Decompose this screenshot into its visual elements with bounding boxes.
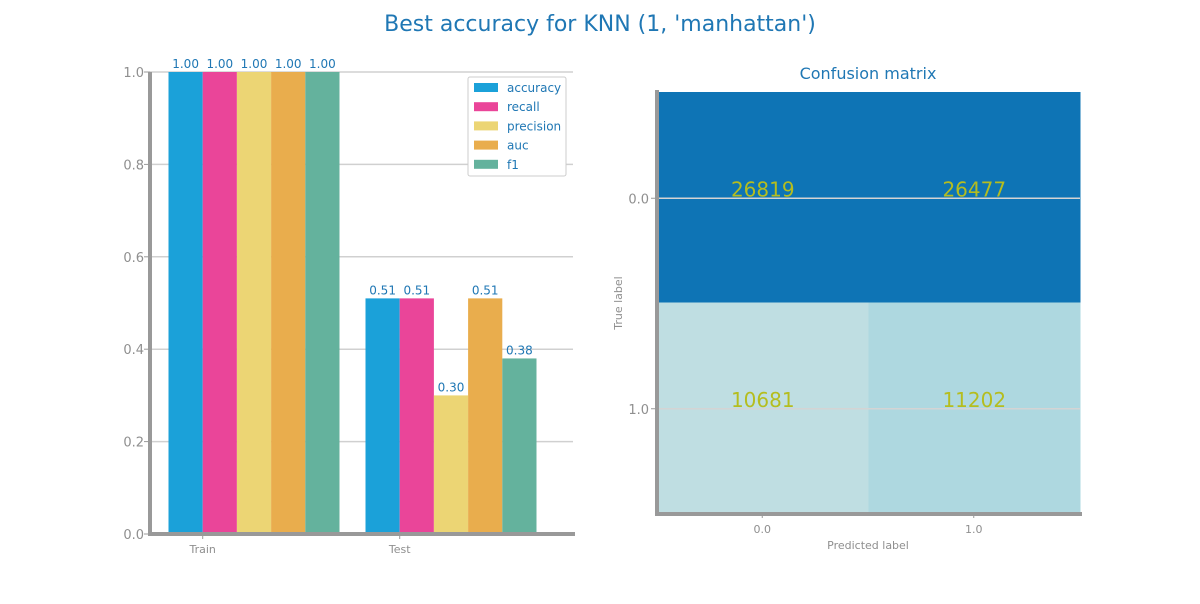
bar-x-tick-label: Train [188, 543, 215, 556]
legend-label-recall: recall [507, 100, 540, 114]
metrics-bar-chart: 0.0 0.2 0.4 0.6 0.8 1.0 1.00 1.00 1.00 1.00 1.00 0… [123, 57, 575, 556]
legend-label-precision: precision [507, 119, 561, 133]
bar-value-label: 1.00 [241, 57, 268, 71]
bar-recall-train [202, 72, 237, 534]
cm-cell-value: 26477 [942, 177, 1006, 201]
bar-y-tick-label: 0.6 [123, 251, 144, 266]
legend-swatch-precision [474, 121, 498, 131]
bar-value-label: 0.38 [506, 343, 533, 357]
legend-swatch-accuracy [474, 83, 498, 92]
confusion-matrix-ticks: 0.0 1.0 0.0 1.0 [628, 192, 982, 536]
bar-recall-test [399, 298, 434, 534]
cm-y-axis-label: True label [612, 276, 625, 330]
bar-value-label: 1.00 [172, 57, 199, 71]
bar-precision-test [433, 395, 469, 534]
bar-legend: accuracy recall precision auc f1 [467, 76, 567, 177]
confusion-matrix-gridlines [657, 197, 1080, 410]
cm-y-tick-label: 0.0 [628, 192, 649, 207]
legend-label-accuracy: accuracy [507, 81, 561, 95]
cm-cell-value: 26819 [731, 177, 795, 201]
cm-x-tick-label: 1.0 [965, 523, 983, 536]
bar-value-label: 1.00 [309, 57, 336, 71]
bar-x-tick-label: Test [388, 543, 411, 556]
legend-swatch-auc [474, 140, 498, 150]
bar-accuracy-test [365, 298, 400, 534]
bar-y-tick-label: 0.8 [123, 158, 144, 173]
bar-x-ticks: Train Test [188, 534, 411, 556]
bar-value-labels: 1.00 1.00 1.00 1.00 1.00 0.51 0.51 0.30 0.51 0.38 [172, 57, 533, 394]
bar-f1-test [502, 358, 537, 534]
bar-auc-test [468, 298, 503, 534]
bar-y-tick-label: 1.0 [123, 66, 144, 81]
bar-f1-train [305, 72, 340, 534]
legend-swatch-f1 [474, 159, 498, 169]
cm-x-axis-label: Predicted label [827, 539, 909, 552]
bar-precision-train [236, 72, 272, 534]
confusion-matrix-values: 26819 26477 10681 11202 [731, 177, 1006, 412]
bar-value-label: 1.00 [206, 57, 233, 71]
bar-value-label: 0.51 [472, 283, 499, 297]
bar-y-tick-label: 0.2 [123, 436, 144, 451]
bar-value-label: 0.51 [369, 283, 396, 297]
cm-cell-value: 11202 [942, 388, 1006, 412]
confusion-matrix-cells [657, 92, 1081, 514]
bar-value-label: 0.30 [438, 380, 465, 394]
cm-x-tick-label: 0.0 [754, 523, 772, 536]
legend-label-f1: f1 [507, 158, 519, 172]
bar-y-tick-label: 0.0 [123, 528, 144, 543]
bar-value-label: 0.51 [403, 283, 430, 297]
bar-value-label: 1.00 [275, 57, 302, 71]
legend-label-auc: auc [507, 139, 529, 153]
cm-y-tick-label: 1.0 [628, 403, 649, 418]
bar-series [168, 72, 537, 534]
bar-y-tick-label: 0.4 [123, 343, 144, 358]
confusion-matrix-title: Confusion matrix [800, 64, 937, 83]
bar-y-ticks: 0.0 0.2 0.4 0.6 0.8 1.0 [123, 66, 150, 543]
bar-auc-train [271, 72, 306, 534]
confusion-matrix: Confusion matrix 26819 26477 10681 11202 0.… [612, 64, 1082, 552]
figure-title: Best accuracy for KNN (1, 'manhattan') [384, 12, 816, 37]
legend-swatch-recall [474, 102, 498, 112]
legend-box [467, 76, 567, 177]
cm-cell-value: 10681 [731, 388, 795, 412]
bar-accuracy-train [168, 72, 203, 534]
